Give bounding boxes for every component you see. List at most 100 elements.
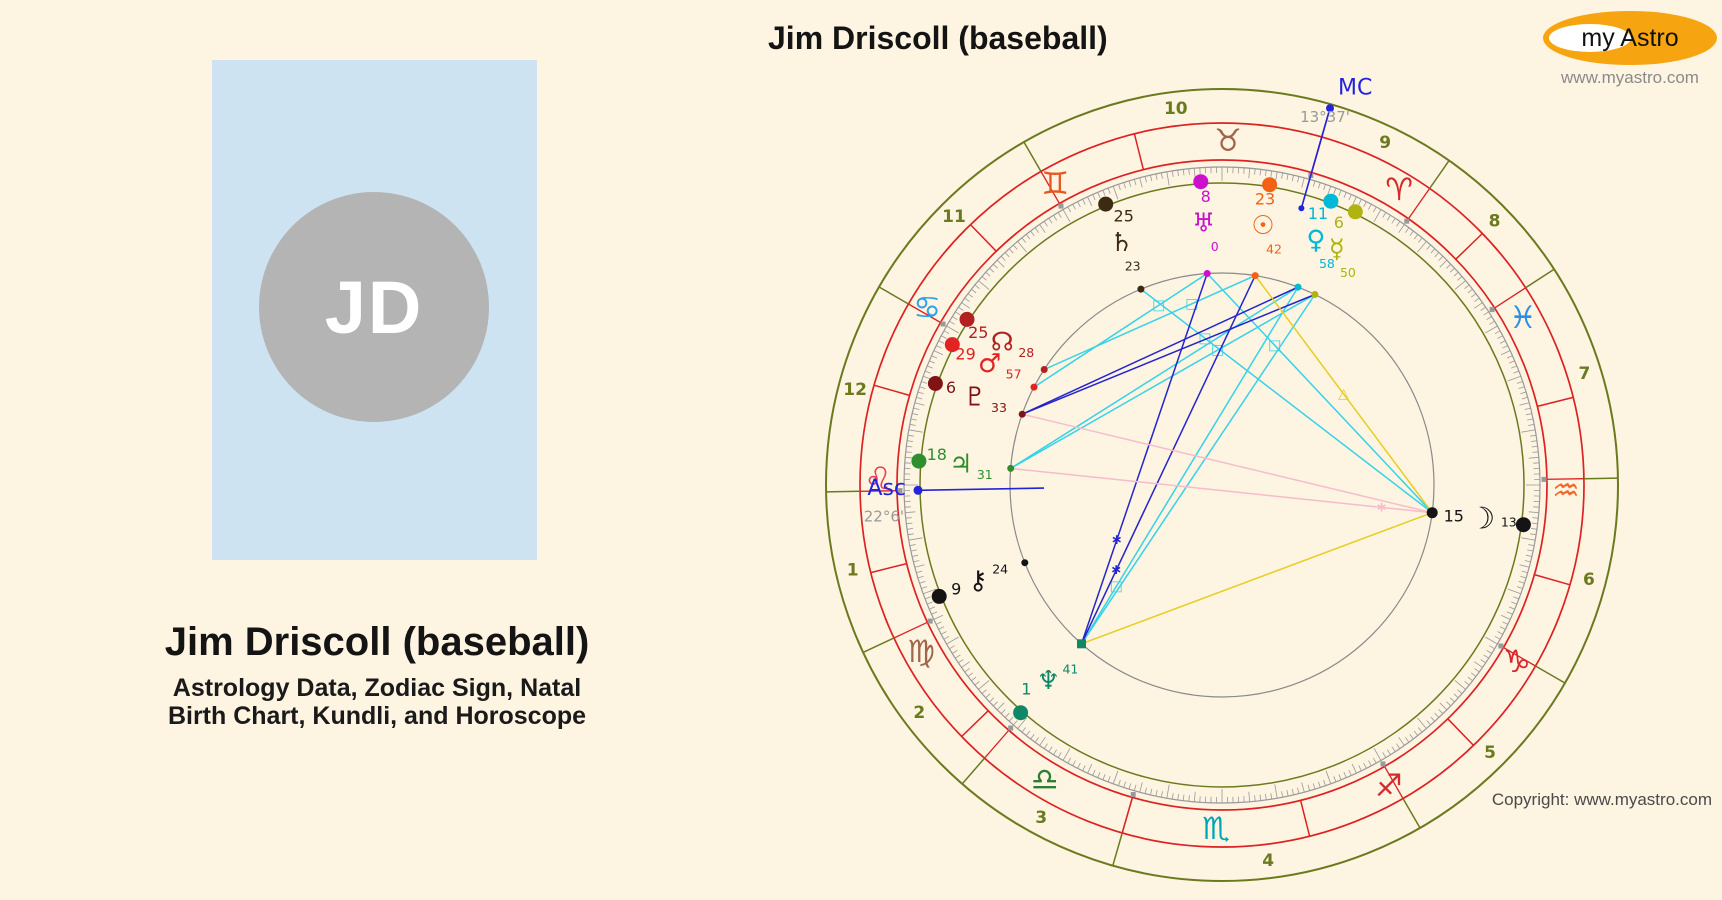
house-number-7: 7 [1578, 364, 1590, 384]
sign-boundary-line [1455, 232, 1483, 260]
sign-boundary-line [961, 710, 989, 738]
planet-dot-jupiter [911, 453, 927, 469]
planet-pluto: ♇ 6 33 [946, 378, 1007, 415]
planet-chiron: ⚷ 9 24 [951, 562, 1008, 599]
sign-sagittarius-icon: ♐ [1375, 768, 1403, 804]
aspect-endpoint-uranus [1203, 270, 1211, 277]
aspect-circle [1009, 272, 1435, 698]
aspect-venus-pluto [1021, 286, 1299, 415]
planet-venus-degree: 11 [1308, 204, 1328, 223]
aspect-endpoint-jupiter [1007, 464, 1015, 472]
aspect-endpoint-mercury [1311, 291, 1319, 298]
sign-boundary-line [1447, 718, 1475, 746]
aspect-endpoint-venus [1294, 283, 1302, 291]
aspect-endpoint-moon [1426, 507, 1438, 519]
sign-boundary-line [1534, 573, 1571, 586]
myastro-logo: my Astro [1543, 11, 1717, 65]
planet-saturn: ♄ 25 23 [1110, 206, 1141, 273]
aspect-endpoint-north-node [1040, 366, 1048, 373]
aspect-mercury-neptune [1080, 294, 1316, 645]
house-number-9: 9 [1379, 133, 1391, 153]
page-subtitle: Astrology Data, Zodiac Sign, Natal Birth… [62, 674, 692, 730]
mc-dot [1326, 104, 1334, 113]
planet-venus-icon: ♀ [1306, 225, 1325, 255]
zodiac-band-outer-circle [859, 122, 1585, 848]
house-number-6: 6 [1583, 570, 1595, 590]
aspect-endpoint-pluto [1018, 410, 1026, 418]
house-cusp-outer-line [1402, 798, 1421, 829]
planet-chiron-minute: 24 [992, 562, 1008, 577]
mc-label: MC [1338, 76, 1372, 101]
planet-mercury-degree: 6 [1334, 213, 1344, 232]
asc-label: Asc [867, 476, 906, 501]
aspect-marker-tri-icon: △ [1338, 386, 1349, 402]
planet-jupiter-minute: 31 [977, 467, 993, 482]
house-number-1: 1 [847, 560, 859, 580]
house-cusp-outer-line [862, 637, 895, 654]
aspect-marker-star-icon: ∗ [1110, 562, 1122, 578]
aspect-marker-square-icon: □ [1198, 330, 1211, 346]
aspect-marker-square-icon: □ [1110, 579, 1123, 595]
planet-venus-minute: 58 [1319, 256, 1335, 271]
sign-boundary-line [1537, 396, 1574, 408]
sign-boundary-line [870, 562, 907, 574]
house-number-3: 3 [1035, 808, 1047, 828]
aspect-endpoint-mars [1030, 383, 1038, 391]
planet-pluto-icon: ♇ [963, 383, 986, 413]
sign-boundary-line [1299, 800, 1311, 837]
planet-uranus-minute: 0 [1211, 239, 1219, 254]
logo-text: my Astro [1581, 24, 1679, 52]
planet-uranus-icon: ♅ [1192, 209, 1215, 239]
house-cusp-line [984, 726, 1013, 759]
house-cusp-line [860, 489, 903, 492]
house-number-11: 11 [942, 207, 966, 227]
planet-dot-sun [1262, 177, 1278, 193]
aspect-venus-neptune [1080, 286, 1299, 645]
house-cusp-outer-line [961, 757, 986, 785]
house-cusp-outer-line [878, 286, 909, 305]
planet-neptune-minute: 41 [1062, 662, 1078, 677]
planet-saturn-minute: 23 [1125, 258, 1141, 273]
planet-uranus-degree: 8 [1201, 187, 1211, 206]
house-cusp-pointer-icon [1008, 725, 1014, 731]
asc-axis-line [917, 487, 1045, 492]
house-cusp-line [893, 619, 933, 639]
house-cusp-pointer-icon [897, 488, 903, 494]
house-cusp-outer-line [1428, 160, 1450, 189]
aspect-uranus-neptune [1080, 273, 1208, 645]
avatar: JD [259, 192, 489, 422]
degree-ticks [903, 166, 1541, 804]
planet-dot-pluto [927, 376, 943, 391]
planet-dot-chiron [931, 588, 947, 604]
aspect-moon-pluto [1022, 413, 1433, 514]
planet-uranus: ♅ 8 0 [1192, 187, 1219, 254]
planet-saturn-icon: ♄ [1110, 228, 1133, 258]
aspect-marker-square-icon: □ [1152, 297, 1165, 313]
inner-olive-circle [919, 182, 1525, 788]
page-subtitle-line2: Birth Chart, Kundli, and Horoscope [167, 702, 587, 730]
sign-cancer-icon: ♋ [913, 290, 941, 326]
aspect-mercury-jupiter [1010, 293, 1316, 470]
house-cusp-pointer-icon [1380, 761, 1386, 767]
house-cusp-pointer-icon [1489, 307, 1495, 313]
asc-degree-text: 22°6' [864, 507, 904, 525]
house-cusp-pointer-icon [927, 618, 933, 624]
planet-moon: ☽15 13 [1444, 502, 1517, 537]
outer-circle [825, 88, 1619, 882]
zodiac-band-inner-circle [896, 159, 1548, 811]
house-number-12: 12 [843, 380, 867, 400]
planet-mars-minute: 57 [1006, 367, 1022, 382]
house-cusp-pointer-icon [1404, 218, 1410, 224]
planet-saturn-degree: 25 [1114, 206, 1134, 225]
planet-mars: ♂29 57 [955, 345, 1021, 382]
house-number-4: 4 [1262, 851, 1274, 871]
page-subtitle-line1: Astrology Data, Zodiac Sign, Natal [172, 674, 582, 702]
chart-title: Jim Driscoll (baseball) [768, 20, 1108, 56]
asc-dot [913, 485, 923, 495]
profile-panel: JD [212, 60, 537, 560]
planet-sun-degree: 23 [1255, 190, 1275, 209]
house-cusp-line [1498, 644, 1536, 667]
house-cusp-line [1381, 761, 1404, 799]
